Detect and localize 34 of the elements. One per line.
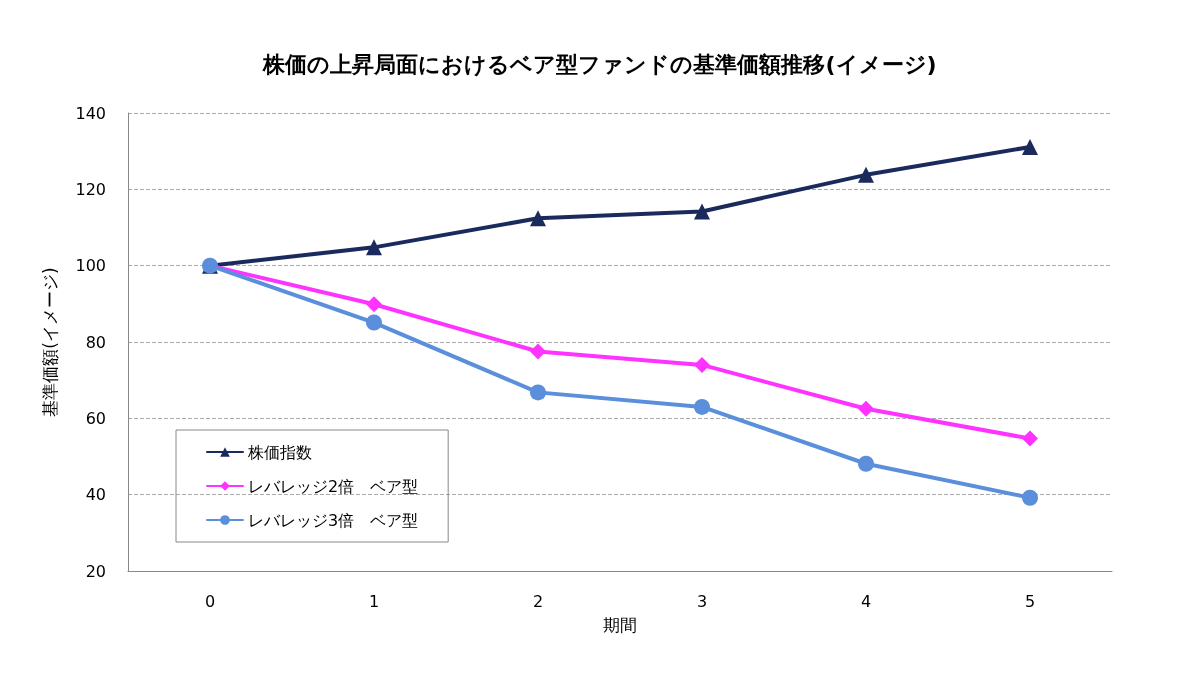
point — [530, 343, 546, 360]
y-tick-label: 100 — [75, 256, 106, 276]
x-tick-label: 0 — [204, 591, 216, 611]
y-tick-label: 40 — [85, 485, 106, 505]
point — [530, 384, 546, 401]
point — [858, 166, 874, 183]
point — [858, 400, 874, 417]
x-tick-label: 3 — [696, 591, 708, 611]
point — [366, 314, 382, 331]
x-tick-label: 4 — [860, 591, 872, 611]
legend-label: レバレッジ2倍 ベア型 — [248, 476, 419, 496]
point — [858, 455, 874, 472]
chart-title: 株価の上昇局面におけるベア型ファンドの基準価額推移(イメージ) — [262, 51, 937, 77]
legend-label: レバレッジ3倍 ベア型 — [248, 510, 419, 530]
y-tick-label: 60 — [85, 408, 106, 428]
y-tick-label: 120 — [75, 179, 106, 199]
y-axis-title: 基準価額(イメージ) — [39, 267, 60, 417]
point — [1022, 489, 1038, 506]
x-axis-title: 期間 — [603, 614, 637, 635]
point — [366, 239, 382, 256]
legend-label: 株価指数 — [247, 442, 312, 462]
y-tick-label: 140 — [75, 103, 106, 123]
x-tick-label: 5 — [1024, 591, 1036, 611]
point — [530, 210, 546, 227]
x-tick-label: 1 — [368, 591, 380, 611]
point — [1022, 138, 1038, 155]
point — [694, 356, 710, 373]
point — [366, 296, 382, 313]
y-tick-label: 20 — [85, 561, 106, 581]
point — [694, 398, 710, 415]
point — [694, 203, 710, 220]
point — [1022, 430, 1038, 447]
x-tick-label: 2 — [532, 591, 544, 611]
y-tick-label: 80 — [85, 332, 106, 352]
